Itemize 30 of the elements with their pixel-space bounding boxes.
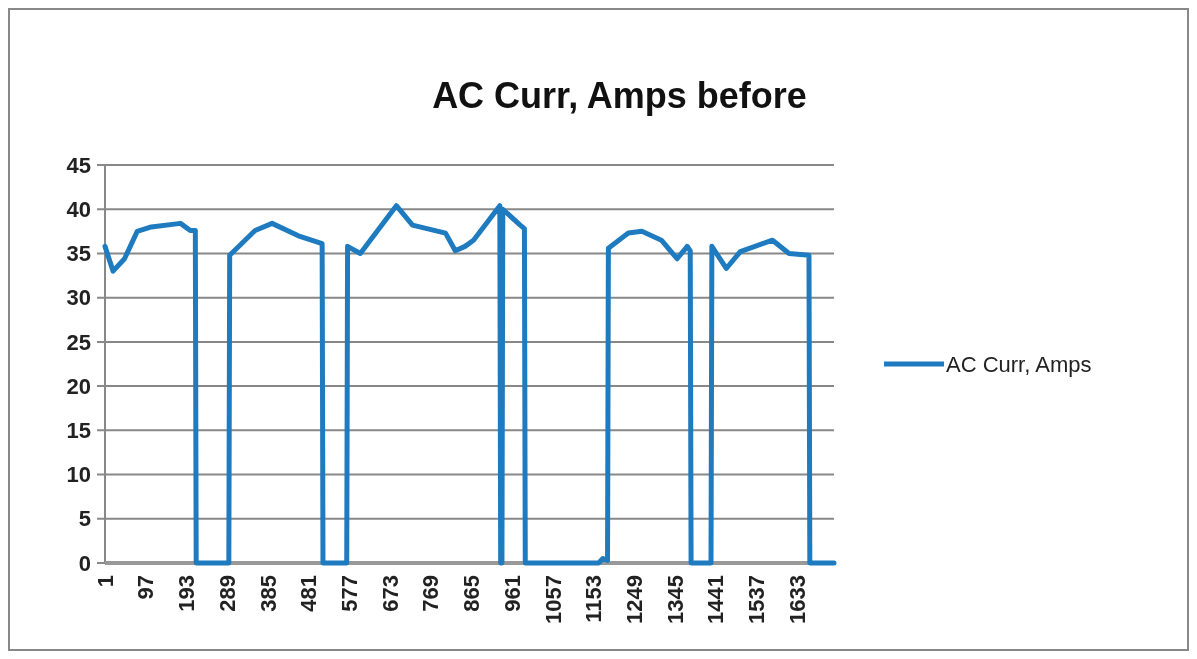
x-tick-label: 961 bbox=[499, 575, 525, 612]
y-tick-label: 20 bbox=[66, 373, 91, 399]
y-tick-label: 40 bbox=[66, 196, 91, 222]
x-tick-label: 769 bbox=[418, 575, 444, 612]
y-tick-label: 35 bbox=[66, 241, 91, 267]
y-tick-label: 5 bbox=[78, 506, 91, 532]
x-tick-label: 673 bbox=[377, 575, 403, 612]
x-tick-label: 1153 bbox=[581, 575, 607, 623]
x-tick-label: 289 bbox=[214, 575, 240, 612]
y-tick-label: 10 bbox=[66, 462, 91, 488]
x-tick-label: 1633 bbox=[784, 575, 810, 624]
x-tick-label: 1441 bbox=[703, 575, 729, 624]
x-tick-label: 481 bbox=[296, 575, 322, 612]
y-tick-label: 45 bbox=[66, 152, 91, 178]
y-tick-label: 30 bbox=[66, 285, 91, 311]
x-tick-label: 97 bbox=[133, 575, 159, 600]
y-tick-label: 25 bbox=[66, 329, 91, 355]
x-tick-label: 1249 bbox=[621, 575, 647, 624]
x-tick-label: 865 bbox=[459, 575, 485, 612]
legend-label: AC Curr, Amps bbox=[946, 351, 1092, 377]
x-tick-label: 1 bbox=[92, 575, 118, 588]
x-tick-label: 193 bbox=[174, 575, 200, 612]
y-tick-label: 0 bbox=[78, 550, 91, 576]
x-tick-label: 385 bbox=[255, 575, 281, 612]
x-tick-label: 1057 bbox=[540, 575, 566, 624]
x-tick-label: 577 bbox=[336, 575, 362, 612]
x-tick-label: 1537 bbox=[744, 575, 770, 624]
chart-title: AC Curr, Amps before bbox=[432, 75, 807, 116]
x-tick-label: 1345 bbox=[662, 575, 688, 624]
y-tick-label: 15 bbox=[66, 418, 91, 444]
